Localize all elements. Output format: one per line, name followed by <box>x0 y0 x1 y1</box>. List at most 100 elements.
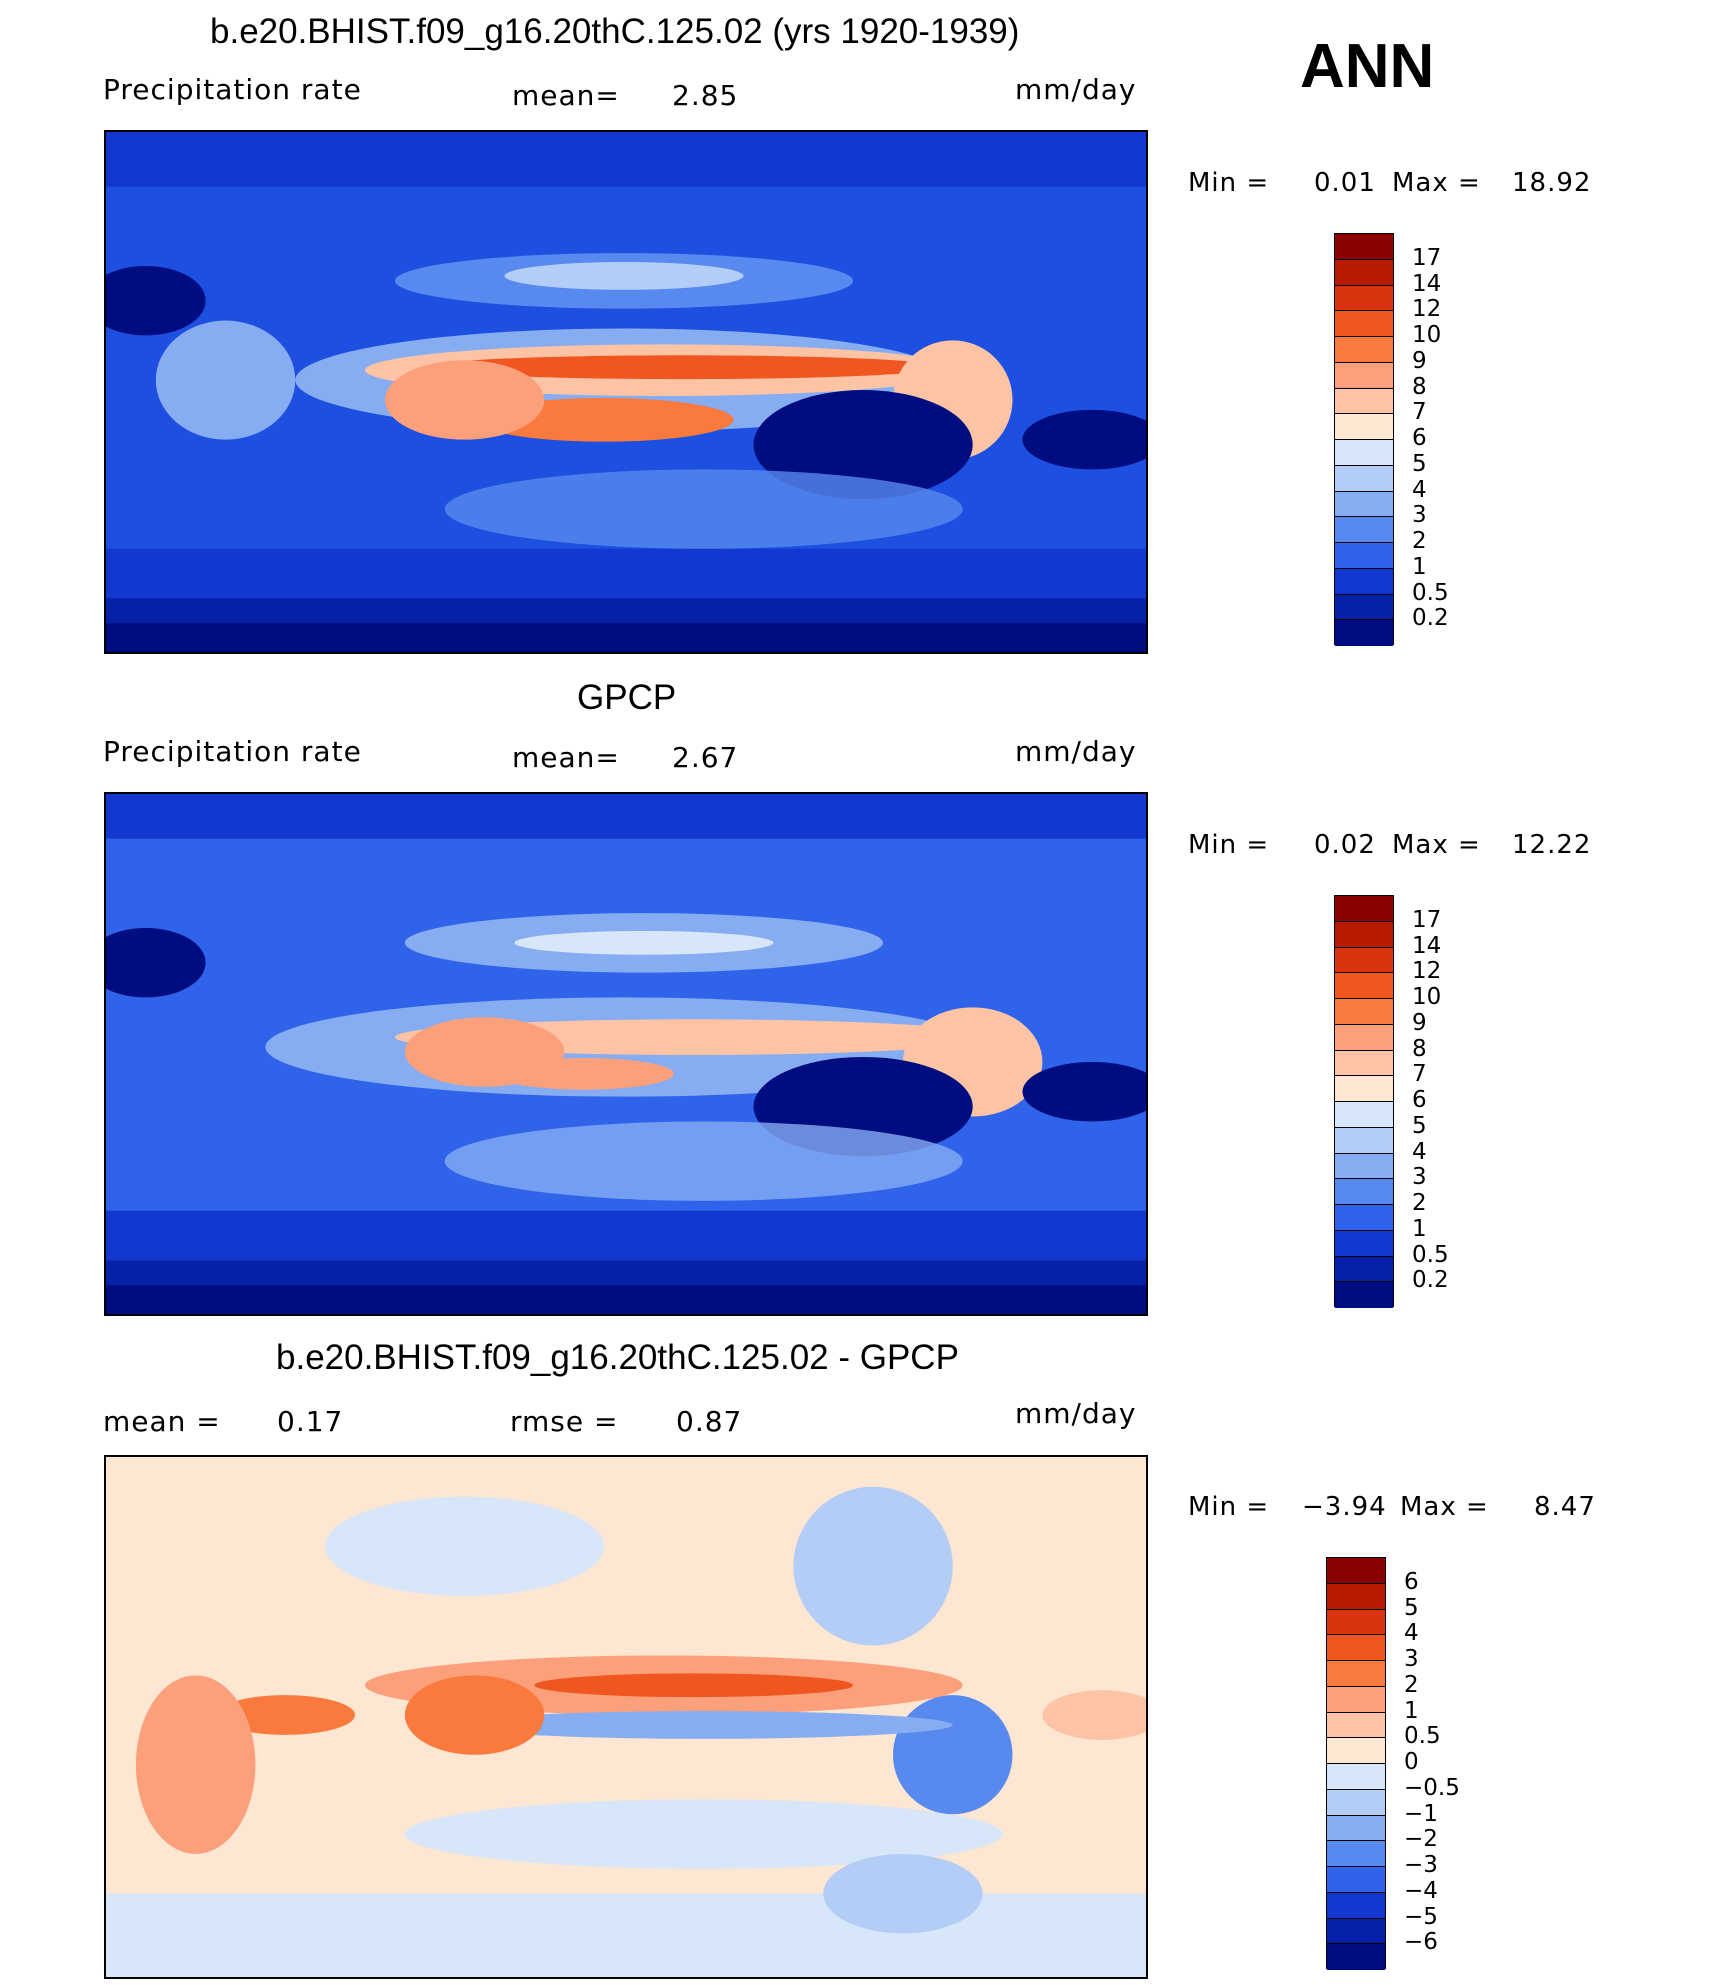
colorbar-level-label: 6 <box>1404 1568 1419 1595</box>
panel3-mean-value: 0.17 <box>277 1405 344 1438</box>
colorbar-segment <box>1335 414 1393 440</box>
colorbar-level-label: 14 <box>1412 932 1442 959</box>
colorbar-level-label: 8 <box>1412 1035 1427 1062</box>
colorbar-segment <box>1335 1076 1393 1102</box>
panel3-rmse-label: rmse = <box>510 1405 619 1438</box>
panel3-difference-field <box>106 1457 1146 1977</box>
colorbar-level-label: 14 <box>1412 270 1442 297</box>
colorbar-level-label: 4 <box>1412 1138 1427 1165</box>
colorbar-level-label: 7 <box>1412 399 1427 426</box>
colorbar-level-label: −1 <box>1404 1800 1438 1827</box>
colorbar-level-label: 12 <box>1412 296 1442 323</box>
colorbar-segment <box>1327 1918 1385 1945</box>
panel3-map <box>104 1455 1148 1979</box>
panel2-precip-field <box>106 794 1146 1314</box>
panel1-min-label: Min = <box>1188 168 1270 198</box>
colorbar-level-label: −3 <box>1404 1852 1438 1878</box>
panel1-precip-field <box>106 132 1146 652</box>
panel2-mean-value: 2.67 <box>672 741 739 774</box>
colorbar-level-label: 17 <box>1412 244 1442 271</box>
panel2-variable-label: Precipitation rate <box>103 735 362 768</box>
colorbar-level-label: 7 <box>1412 1061 1427 1088</box>
colorbar-segment <box>1335 311 1393 337</box>
colorbar-segment <box>1327 1841 1385 1867</box>
panel1-units: mm/day <box>1015 73 1137 106</box>
panel1-max-label: Max = <box>1392 168 1481 198</box>
colorbar-segment <box>1335 568 1393 595</box>
colorbar-level-label: 3 <box>1404 1646 1419 1672</box>
season-label: ANN <box>1300 32 1435 101</box>
colorbar-segment <box>1335 594 1393 621</box>
colorbar-level-label: 0 <box>1404 1749 1419 1775</box>
panel3-colorbar <box>1326 1557 1386 1970</box>
colorbar-segment <box>1327 1892 1385 1919</box>
colorbar-segment <box>1335 896 1393 922</box>
colorbar-segment <box>1335 337 1393 363</box>
panel3-mean-label: mean = <box>103 1405 221 1438</box>
panel2-map <box>104 792 1148 1316</box>
colorbar-level-label: 4 <box>1412 476 1427 503</box>
panel3-rmse-value: 0.87 <box>676 1405 743 1438</box>
colorbar-segment <box>1335 285 1393 312</box>
panel2-max-value: 12.22 <box>1512 830 1592 860</box>
panel3-min-label: Min = <box>1188 1492 1270 1522</box>
colorbar-level-label: −6 <box>1404 1929 1438 1956</box>
colorbar-segment <box>1335 388 1393 415</box>
panel2-max-label: Max = <box>1392 830 1481 860</box>
colorbar-segment <box>1335 1153 1393 1180</box>
colorbar-segment <box>1335 1230 1393 1257</box>
colorbar-segment <box>1335 1024 1393 1051</box>
panel3-max-value: 8.47 <box>1534 1492 1596 1522</box>
colorbar-segment <box>1327 1867 1385 1893</box>
colorbar-level-label: 1 <box>1412 553 1427 580</box>
colorbar-segment <box>1335 620 1393 646</box>
panel1-min-value: 0.01 <box>1314 168 1376 198</box>
colorbar-level-label: 2 <box>1412 1190 1427 1216</box>
colorbar-segment <box>1335 1282 1393 1308</box>
panel3-units: mm/day <box>1015 1397 1137 1430</box>
colorbar-segment <box>1335 362 1393 389</box>
colorbar-level-label: 5 <box>1412 450 1427 477</box>
colorbar-level-label: 6 <box>1412 425 1427 451</box>
panel1-mean-value: 2.85 <box>672 79 739 112</box>
colorbar-segment <box>1335 1050 1393 1077</box>
panel1-mean-label: mean= <box>512 79 620 112</box>
colorbar-level-label: 10 <box>1412 322 1442 348</box>
panel2-min-value: 0.02 <box>1314 830 1376 860</box>
colorbar-segment <box>1335 1256 1393 1283</box>
colorbar-segment <box>1327 1944 1385 1970</box>
colorbar-level-label: 1 <box>1404 1697 1419 1724</box>
colorbar-segment <box>1335 543 1393 569</box>
colorbar-segment <box>1327 1712 1385 1739</box>
colorbar-segment <box>1335 921 1393 948</box>
panel2-title: GPCP <box>577 678 677 717</box>
colorbar-level-label: 3 <box>1412 502 1427 529</box>
panel1-map <box>104 130 1148 654</box>
colorbar-segment <box>1327 1558 1385 1584</box>
colorbar-segment <box>1327 1661 1385 1687</box>
colorbar-level-label: 2 <box>1404 1671 1419 1698</box>
panel1-max-value: 18.92 <box>1512 168 1592 198</box>
panel1-title: b.e20.BHIST.f09_g16.20thC.125.02 (yrs 19… <box>210 12 1020 51</box>
panel1-colorbar <box>1334 233 1394 646</box>
colorbar-segment <box>1327 1635 1385 1661</box>
colorbar-segment <box>1335 973 1393 999</box>
panel3-max-label: Max = <box>1400 1492 1489 1522</box>
colorbar-level-label: 0.5 <box>1412 1241 1449 1268</box>
colorbar-level-label: 5 <box>1412 1112 1427 1139</box>
colorbar-segment <box>1327 1583 1385 1610</box>
colorbar-segment <box>1335 1179 1393 1205</box>
colorbar-segment <box>1327 1789 1385 1816</box>
colorbar-level-label: 6 <box>1412 1087 1427 1113</box>
colorbar-segment <box>1335 491 1393 518</box>
colorbar-level-label: 5 <box>1404 1594 1419 1621</box>
panel1-variable-label: Precipitation rate <box>103 73 362 106</box>
colorbar-segment <box>1335 947 1393 974</box>
panel3-title: b.e20.BHIST.f09_g16.20thC.125.02 - GPCP <box>276 1338 959 1377</box>
colorbar-level-label: 0.2 <box>1412 1267 1449 1294</box>
colorbar-segment <box>1335 234 1393 260</box>
panel2-mean-label: mean= <box>512 741 620 774</box>
colorbar-level-label: 10 <box>1412 984 1442 1010</box>
colorbar-level-label: 1 <box>1412 1215 1427 1242</box>
colorbar-segment <box>1335 440 1393 466</box>
